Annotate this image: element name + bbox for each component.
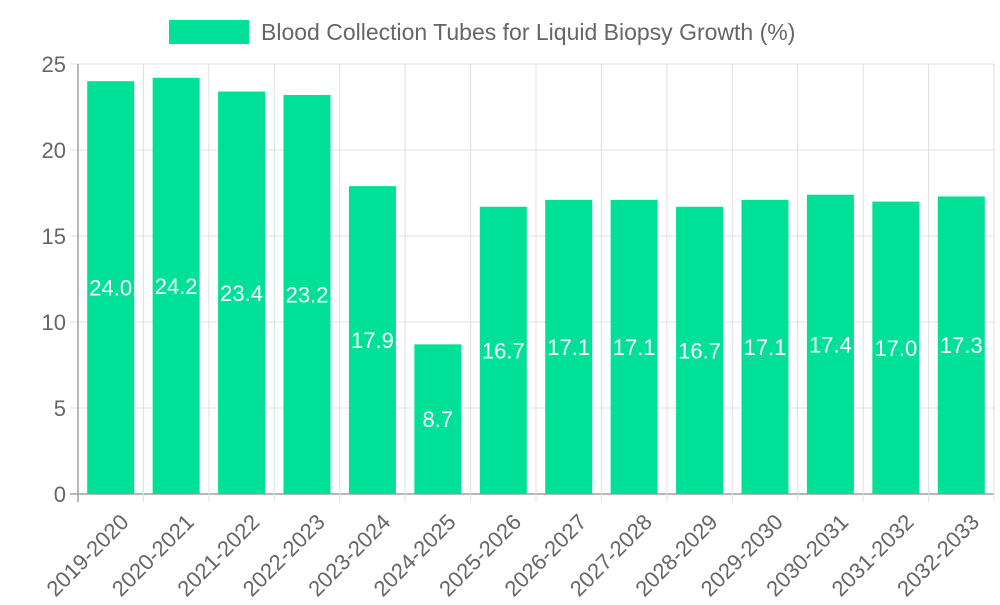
data-label: 17.9 — [351, 328, 394, 353]
bar — [806, 194, 854, 494]
bar — [937, 196, 985, 494]
data-label: 23.4 — [220, 281, 263, 306]
data-label: 17.1 — [547, 335, 590, 360]
data-label: 8.7 — [423, 407, 454, 432]
legend-label: Blood Collection Tubes for Liquid Biopsy… — [261, 19, 795, 45]
bar — [152, 77, 200, 494]
data-label: 24.0 — [89, 276, 132, 301]
bar — [676, 206, 724, 494]
bar — [414, 344, 462, 494]
data-label: 17.4 — [809, 332, 852, 357]
bar — [348, 186, 396, 494]
bar — [87, 81, 135, 494]
bar — [610, 199, 658, 494]
y-tick-label: 20 — [42, 138, 66, 163]
y-tick-label: 15 — [42, 224, 66, 249]
data-label: 17.3 — [940, 333, 983, 358]
data-label: 16.7 — [482, 338, 525, 363]
y-tick-label: 5 — [54, 396, 66, 421]
bar — [741, 199, 789, 494]
legend[interactable]: Blood Collection Tubes for Liquid Biopsy… — [169, 19, 795, 45]
bar — [545, 199, 593, 494]
legend-swatch — [169, 20, 249, 44]
data-label: 23.2 — [286, 282, 329, 307]
bar — [479, 206, 527, 494]
y-tick-label: 10 — [42, 310, 66, 335]
bar — [283, 94, 331, 495]
bar — [872, 201, 920, 494]
data-label: 17.0 — [874, 336, 917, 361]
y-tick-label: 25 — [42, 52, 66, 77]
data-label: 17.1 — [613, 335, 656, 360]
data-label: 16.7 — [678, 338, 721, 363]
data-label: 24.2 — [155, 274, 198, 299]
y-tick-label: 0 — [54, 482, 66, 507]
bar — [218, 91, 266, 495]
data-label: 17.1 — [744, 335, 787, 360]
